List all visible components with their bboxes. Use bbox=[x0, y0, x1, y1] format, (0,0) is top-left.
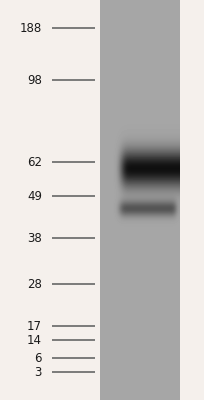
Text: 14: 14 bbox=[27, 334, 42, 346]
Text: 17: 17 bbox=[27, 320, 42, 332]
Text: 49: 49 bbox=[27, 190, 42, 202]
Bar bbox=[100, 0, 180, 400]
Text: 28: 28 bbox=[27, 278, 42, 290]
Text: 98: 98 bbox=[27, 74, 42, 86]
Text: 38: 38 bbox=[27, 232, 42, 244]
Text: 62: 62 bbox=[27, 156, 42, 168]
Text: 3: 3 bbox=[35, 366, 42, 378]
Text: 6: 6 bbox=[34, 352, 42, 364]
Text: 188: 188 bbox=[20, 22, 42, 34]
